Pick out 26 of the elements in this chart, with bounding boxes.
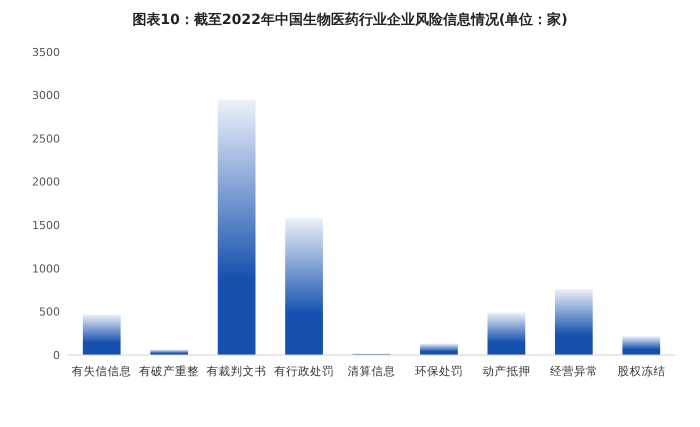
x-tick-label: 经营异常 — [550, 364, 598, 378]
chart-title: 图表10：截至2022年中国生物医药行业企业风险信息情况(单位：家) — [132, 11, 568, 28]
x-tick-label: 有行政处罚 — [274, 364, 334, 378]
x-tick-label: 清算信息 — [348, 364, 396, 378]
bar — [420, 344, 458, 355]
x-tick-label: 有裁判文书 — [206, 364, 267, 378]
x-tick-label: 有破产重整 — [139, 364, 200, 378]
y-tick-label: 1000 — [32, 262, 60, 276]
y-tick-label: 3500 — [32, 46, 60, 59]
x-tick-label: 环保处罚 — [414, 364, 463, 378]
bar — [218, 100, 256, 355]
bar — [622, 336, 660, 355]
bar — [554, 289, 593, 355]
y-tick-label: 2500 — [32, 132, 60, 146]
y-tick-label: 0 — [53, 348, 60, 362]
bar — [285, 218, 323, 355]
x-tick-label: 股权冻结 — [617, 364, 666, 378]
bar — [488, 312, 526, 355]
y-tick-label: 500 — [39, 306, 60, 319]
y-tick-label: 1500 — [32, 218, 60, 232]
y-tick-label: 2000 — [32, 176, 60, 189]
x-tick-label: 有失信信息 — [72, 364, 132, 378]
y-tick-label: 3000 — [32, 89, 60, 102]
x-tick-label: 动产抵押 — [482, 364, 530, 378]
bar — [150, 350, 188, 355]
bar — [82, 314, 121, 355]
